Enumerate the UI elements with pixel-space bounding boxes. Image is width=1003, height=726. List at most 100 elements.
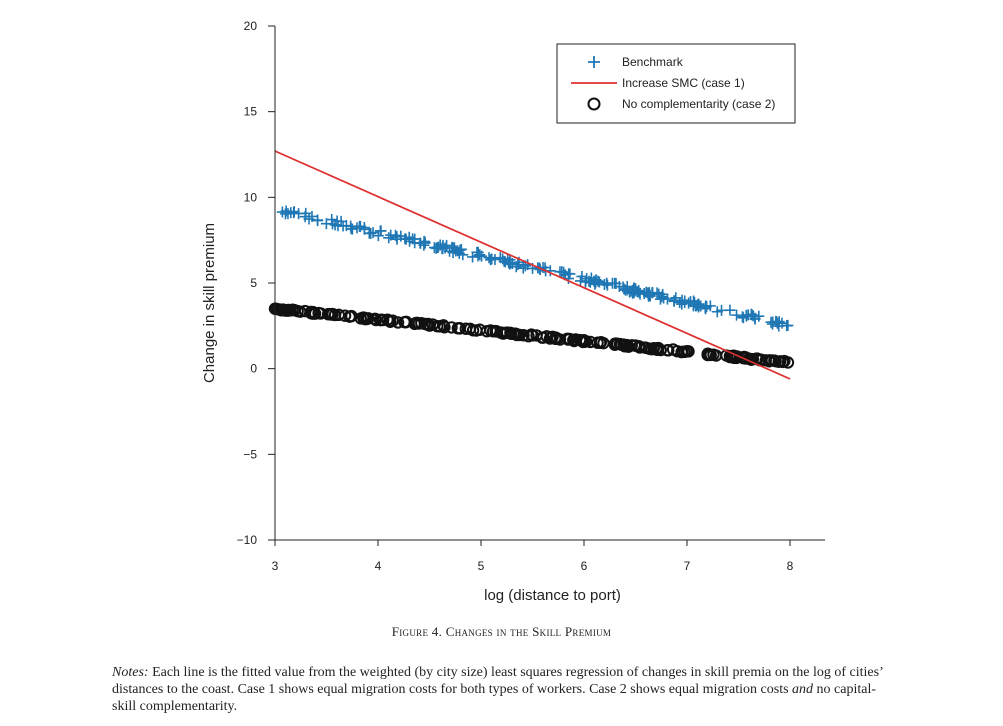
case2-point <box>544 332 557 345</box>
case2-point <box>369 313 383 327</box>
axes: −10 −5 0 5 10 15 20 3 4 5 6 7 8 log (distance to port… <box>201 19 825 604</box>
x-axis-title: log (distance to port) <box>484 587 621 604</box>
benchmark-point <box>390 229 402 241</box>
benchmark-point <box>711 306 723 318</box>
case2-point <box>423 319 436 332</box>
benchmark-point <box>489 254 501 266</box>
benchmark-point <box>701 301 713 313</box>
benchmark-point <box>731 309 743 321</box>
case2-point <box>678 345 691 359</box>
case2-point <box>645 342 658 356</box>
chart: −10 −5 0 5 10 15 20 3 4 5 6 7 8 log (distance to port… <box>201 19 825 604</box>
case2-point <box>312 306 325 320</box>
case2-point <box>445 321 458 334</box>
case2-point <box>609 337 622 350</box>
case2-point <box>613 337 627 351</box>
case2-point <box>306 307 319 320</box>
case2-point <box>622 340 635 353</box>
benchmark-point <box>781 320 793 332</box>
case2-point <box>754 353 768 366</box>
benchmark-point <box>474 249 486 261</box>
case2-point <box>584 335 597 349</box>
benchmark-point <box>288 206 300 218</box>
notes-text-2: no capital-skill complementarity. <box>112 682 877 714</box>
benchmark-point <box>312 215 324 227</box>
case2-point <box>517 329 530 342</box>
benchmark-point <box>747 310 759 322</box>
legend-circle-icon <box>587 97 601 111</box>
benchmark-point <box>306 210 318 222</box>
case2-point <box>567 333 580 347</box>
notes-emphasis: and <box>792 682 814 697</box>
y-tick-label: −5 <box>243 447 257 461</box>
benchmark-point <box>320 218 332 230</box>
caption-prefix: Figure 4. <box>391 624 446 639</box>
y-tick-label: 0 <box>250 362 257 376</box>
benchmark-point <box>383 232 395 244</box>
x-tick-label: 8 <box>787 559 794 573</box>
case2-point <box>776 355 789 369</box>
notes-text-1: Each line is the fitted value from the w… <box>112 665 883 697</box>
legend-label: Increase SMC (case 1) <box>622 76 745 90</box>
benchmark-point <box>372 230 384 242</box>
legend-label: Benchmark <box>622 55 684 69</box>
y-tick-label: −10 <box>237 533 258 547</box>
legend-plus-icon <box>588 56 600 68</box>
y-tick-label: 10 <box>244 190 258 204</box>
benchmark-point <box>506 257 518 269</box>
benchmark-point <box>654 293 666 305</box>
case2-point <box>666 343 680 356</box>
x-tick-label: 3 <box>272 559 279 573</box>
case2-point <box>551 332 564 345</box>
figure-caption: Figure 4. Changes in the Skill Premium <box>0 624 1003 640</box>
benchmark-point <box>765 316 777 328</box>
benchmark-point <box>679 296 691 308</box>
figure-notes: Notes: Each line is the fitted value fro… <box>112 664 892 715</box>
benchmark-point <box>745 308 757 320</box>
y-tick-label: 5 <box>250 276 257 290</box>
case2-point <box>328 308 342 322</box>
case2-point <box>591 336 604 349</box>
series-line-overlay <box>274 150 791 380</box>
benchmark-point <box>737 312 749 324</box>
benchmark-point <box>337 220 349 232</box>
legend: Benchmark Increase SMC (case 1) No complem… <box>556 43 796 124</box>
case2-point <box>652 341 665 355</box>
case2-point <box>277 303 290 316</box>
benchmark-point <box>592 275 604 287</box>
case2-point <box>291 304 304 318</box>
benchmark-point <box>418 235 430 247</box>
case2-point <box>597 336 610 350</box>
benchmark-point <box>345 223 357 235</box>
benchmark-point <box>564 268 576 280</box>
benchmark-point <box>329 219 341 231</box>
case2-point <box>763 354 776 367</box>
case2-point <box>769 354 782 368</box>
benchmark-point <box>576 270 588 282</box>
benchmark-point <box>685 296 697 308</box>
case2-point <box>360 312 374 326</box>
benchmark-point <box>668 295 680 307</box>
y-axis-title: Change in skill premium <box>201 223 218 383</box>
case2-point <box>463 322 477 336</box>
case2-point <box>781 356 795 369</box>
case2-point <box>530 329 543 342</box>
case2-point <box>746 353 760 366</box>
benchmark-point <box>517 262 529 274</box>
benchmark-point <box>374 225 386 237</box>
x-tick-label: 5 <box>478 559 485 573</box>
case2-point <box>332 308 345 322</box>
case2-point <box>486 325 500 338</box>
series-points-benchmark <box>276 205 794 332</box>
series-points-no-complementarity-case-2 <box>268 302 795 369</box>
case2-point <box>535 331 549 344</box>
x-tick-label: 7 <box>684 559 691 573</box>
benchmark-point <box>653 288 665 300</box>
benchmark-point <box>407 233 419 245</box>
benchmark-point <box>452 245 464 257</box>
benchmark-point <box>430 242 442 254</box>
case2-point <box>284 304 297 317</box>
notes-label: Notes: <box>112 665 149 680</box>
case2-point <box>480 325 494 338</box>
caption-title: Changes in the Skill Premium <box>445 624 612 639</box>
